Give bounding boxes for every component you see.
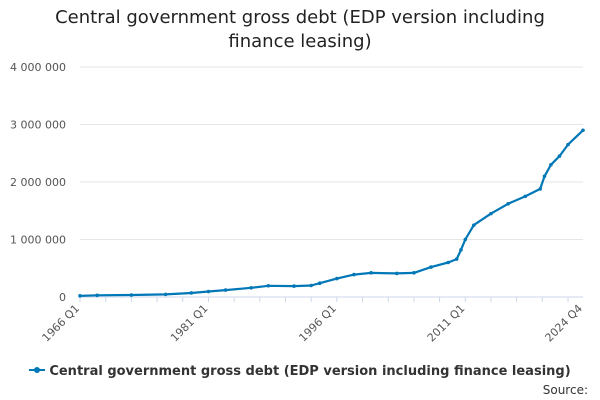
- data-point: [523, 194, 528, 199]
- data-point: [129, 293, 134, 297]
- x-tick-label: 1996 Q1: [296, 302, 339, 345]
- data-point: [309, 283, 313, 288]
- data-point: [394, 271, 399, 276]
- y-tick-label: 4 000 000: [10, 61, 66, 74]
- y-tick-label: 3 000 000: [10, 119, 66, 132]
- data-point: [335, 276, 339, 281]
- data-point: [223, 288, 228, 292]
- data-point: [557, 154, 562, 158]
- data-point: [206, 289, 211, 294]
- series-line: [79, 129, 584, 297]
- data-point: [459, 248, 463, 252]
- data-point: [566, 142, 570, 147]
- data-point: [412, 271, 416, 275]
- data-point: [292, 284, 296, 288]
- data-point: [581, 128, 585, 133]
- data-point: [352, 272, 356, 277]
- data-point: [249, 286, 254, 290]
- data-point: [95, 293, 99, 298]
- data-point: [549, 162, 553, 167]
- x-tick-label: 2011 Q1: [425, 302, 468, 345]
- data-point: [489, 211, 493, 216]
- x-tick-label: 2024 Q4: [543, 302, 586, 345]
- grid-lines: [80, 66, 583, 240]
- legend[interactable]: Central government gross debt (EDP versi…: [0, 364, 600, 379]
- data-point: [542, 174, 547, 179]
- chart-title: Central government gross debt (EDP versi…: [55, 7, 545, 52]
- y-tick-label: 1 000 000: [10, 234, 66, 247]
- y-tick-label: 0: [59, 291, 66, 304]
- x-tick-label: 1966 Q1: [40, 302, 83, 345]
- data-point: [472, 223, 476, 227]
- data-point: [317, 281, 322, 286]
- data-point: [189, 291, 194, 295]
- data-point: [266, 283, 271, 288]
- x-tick-label: 1981 Q1: [168, 302, 211, 345]
- y-tick-label: 2 000 000: [10, 176, 66, 189]
- data-point: [538, 187, 542, 191]
- data-point: [369, 271, 373, 275]
- y-axis: 0 1 000 000 2 000 000 3 000 000 4 000 000: [10, 61, 66, 304]
- data-point: [454, 257, 459, 261]
- data-point: [78, 294, 82, 298]
- x-axis: 1966 Q1 1981 Q1 1996 Q1 2011 Q1 2024 Q4: [40, 296, 586, 345]
- data-point: [163, 292, 168, 297]
- data-point: [506, 202, 510, 206]
- data-point: [429, 265, 433, 269]
- legend-label: Central government gross debt (EDP versi…: [49, 364, 571, 379]
- plot-area: [78, 128, 585, 298]
- data-point: [446, 260, 450, 265]
- data-point: [463, 237, 468, 242]
- legend-line-swatch: [29, 364, 46, 376]
- source-label: Source:: [542, 383, 588, 397]
